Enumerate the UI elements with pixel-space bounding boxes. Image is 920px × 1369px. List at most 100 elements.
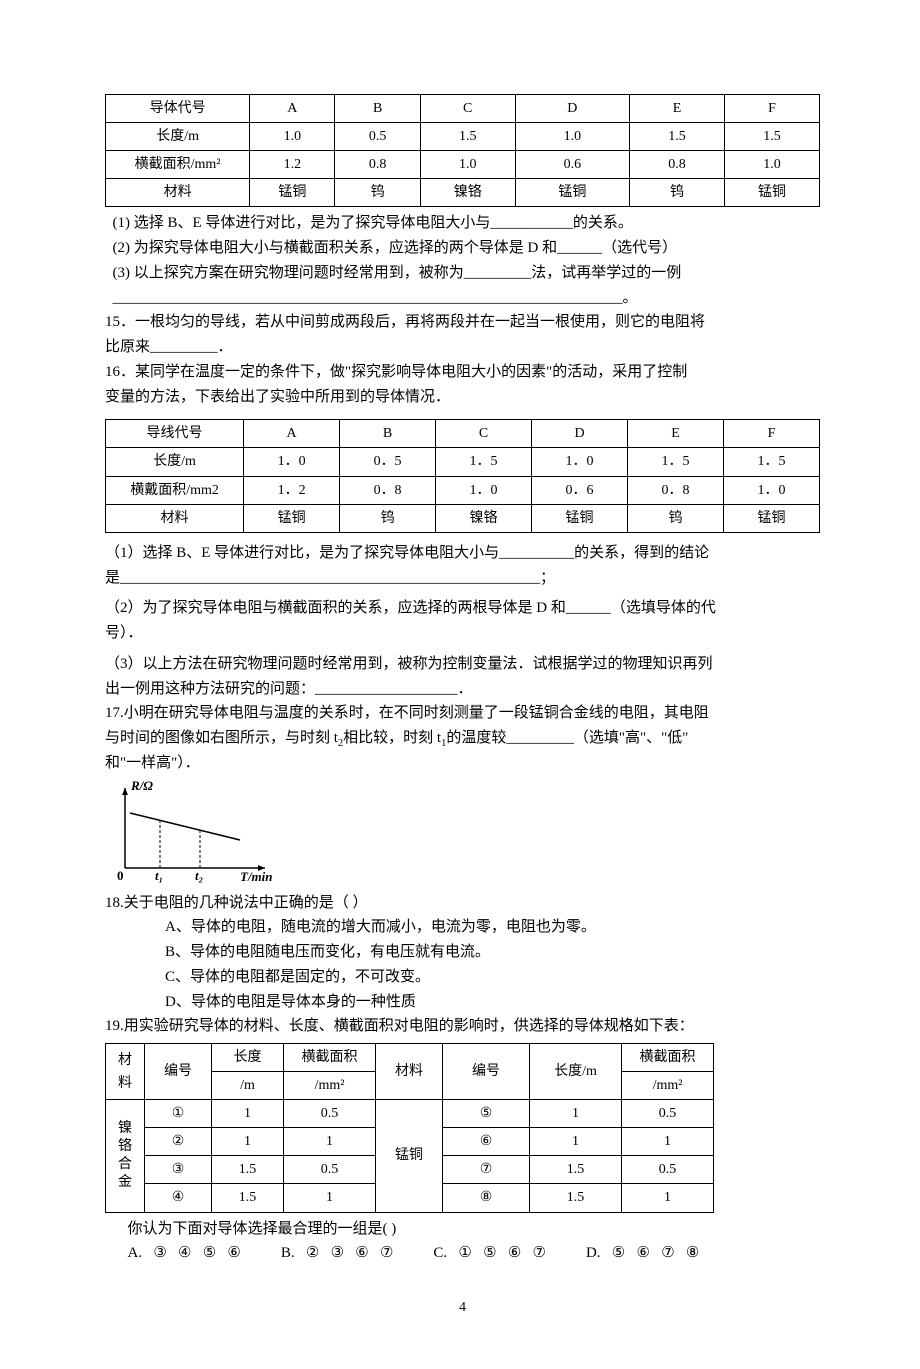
page-number: 4 xyxy=(105,1296,820,1319)
cell: 1.0 xyxy=(420,151,515,179)
q16-label: 16． xyxy=(105,364,135,380)
rt-chart: R/Ω T/min 0 t₁ t₂ xyxy=(105,778,285,883)
th: D xyxy=(515,95,629,123)
th: F xyxy=(723,420,819,448)
cell: 1 xyxy=(284,1128,376,1156)
th: /m xyxy=(212,1072,284,1100)
th: /mm² xyxy=(622,1072,714,1100)
q19-choices: A. ③ ④ ⑤ ⑥ B. ② ③ ⑥ ⑦ C. ① ⑤ ⑥ ⑦ D. ⑤ ⑥ … xyxy=(105,1241,820,1266)
cell: 1.5 xyxy=(530,1184,622,1212)
th: 长度/m xyxy=(530,1044,622,1100)
cell: 0．6 xyxy=(532,476,628,504)
th: 编号 xyxy=(145,1044,212,1100)
cell: 1.2 xyxy=(250,151,335,179)
cell: 1.5 xyxy=(630,123,725,151)
svg-text:t₁: t₁ xyxy=(155,868,163,883)
cell: ⑥ xyxy=(443,1128,530,1156)
q18-b: B、导体的电阻随电压而变化，有电压就有电流。 xyxy=(105,940,820,965)
cell: 0.6 xyxy=(515,151,629,179)
q19: 19.用实验研究导体的材料、长度、横截面积对电阻的影响时，供选择的导体规格如下表… xyxy=(105,1014,820,1039)
cell: 1．5 xyxy=(723,448,819,476)
q19-c: C. ① ⑤ ⑥ ⑦ xyxy=(433,1241,546,1266)
cell: 0．5 xyxy=(340,448,436,476)
svg-text:T/min: T/min xyxy=(240,869,273,883)
cell: ② xyxy=(145,1128,212,1156)
q16-intro-a: 某同学在温度一定的条件下，做"探究影响导体电阻大小的因素"的活动，采用了控制 xyxy=(135,364,687,380)
th: 导体代号 xyxy=(106,95,250,123)
cell: 1．0 xyxy=(436,476,532,504)
q18-c: C、导体的电阻都是固定的，不可改变。 xyxy=(105,965,820,990)
cell: 0.5 xyxy=(284,1156,376,1184)
cell: 1 xyxy=(622,1184,714,1212)
cell: 1.5 xyxy=(530,1156,622,1184)
cell: 材料 xyxy=(106,504,244,532)
cell: 1．5 xyxy=(436,448,532,476)
th: B xyxy=(335,95,420,123)
mat-r: 锰铜 xyxy=(376,1100,443,1212)
q16-1a: （1）选择 B、E 导体进行对比，是为了探究导体电阻大小与__________的… xyxy=(105,541,820,566)
cell: 0.8 xyxy=(335,151,420,179)
cell: 1.5 xyxy=(420,123,515,151)
cell: ⑧ xyxy=(443,1184,530,1212)
cell: 锰铜 xyxy=(244,504,340,532)
cell: 0.5 xyxy=(622,1156,714,1184)
q16-intro-b: 变量的方法，下表给出了实验中所用到的导体情况． xyxy=(105,385,820,410)
q19-d: D. ⑤ ⑥ ⑦ ⑧ xyxy=(586,1241,699,1266)
cell: 镍铬 xyxy=(436,504,532,532)
cell: 锰铜 xyxy=(532,504,628,532)
q14-3a: (3) 以上探究方案在研究物理问题时经常用到，被称为_________法，试再举… xyxy=(105,261,820,286)
cell: 钨 xyxy=(335,179,420,207)
q16-2b: 号）． xyxy=(105,621,820,646)
cell: ③ xyxy=(145,1156,212,1184)
q16-3b: 出一例用这种方法研究的问题：___________________． xyxy=(105,677,820,702)
th: E xyxy=(627,420,723,448)
cell: 钨 xyxy=(630,179,725,207)
cell: 1.5 xyxy=(212,1184,284,1212)
cell: 镍铬 xyxy=(420,179,515,207)
q17-a: 小明在研究导体电阻与温度的关系时，在不同时刻测量了一段锰铜合金线的电阻，其电阻 xyxy=(124,705,709,721)
th: 材料 xyxy=(376,1044,443,1100)
q18-a: A、导体的电阻，随电流的增大而减小，电流为零，电阻也为零。 xyxy=(105,915,820,940)
th: A xyxy=(244,420,340,448)
th: 导线代号 xyxy=(106,420,244,448)
cell: 0.5 xyxy=(284,1100,376,1128)
cell: 钨 xyxy=(340,504,436,532)
cell: 1 xyxy=(212,1128,284,1156)
cell: 0.8 xyxy=(630,151,725,179)
q17-line2: 与时间的图像如右图所示，与时刻 t2相比较，时刻 t1的温度较_________… xyxy=(105,726,820,751)
th: C xyxy=(436,420,532,448)
q15: 15．一根均匀的导线，若从中间剪成两段后，再将两段并在一起当一根使用，则它的电阻… xyxy=(105,310,820,335)
table-q19: 材料 编号 长度 横截面积 材料 编号 长度/m 横截面积 /m /mm² /m… xyxy=(105,1043,714,1213)
cell: 锰铜 xyxy=(723,504,819,532)
cell: 钨 xyxy=(627,504,723,532)
cell: ① xyxy=(145,1100,212,1128)
cell: 1.5 xyxy=(212,1156,284,1184)
svg-text:t₂: t₂ xyxy=(195,868,203,883)
q14-2: (2) 为探究导体电阻大小与横截面积关系，应选择的两个导体是 D 和______… xyxy=(105,236,820,261)
q17-c: 和"一样高"）． xyxy=(105,751,820,776)
q17: 17.小明在研究导体电阻与温度的关系时，在不同时刻测量了一段锰铜合金线的电阻，其… xyxy=(105,701,820,726)
cell: 0.5 xyxy=(622,1100,714,1128)
cell: ⑤ xyxy=(443,1100,530,1128)
q16: 16．某同学在温度一定的条件下，做"探究影响导体电阻大小的因素"的活动，采用了控… xyxy=(105,360,820,385)
cell: ④ xyxy=(145,1184,212,1212)
cell: ⑦ xyxy=(443,1156,530,1184)
cell: 0．8 xyxy=(627,476,723,504)
q18-stem: 关于电阻的几种说法中正确的是（ ） xyxy=(124,895,368,911)
q15-label: 15． xyxy=(105,314,135,330)
cell: 1.0 xyxy=(250,123,335,151)
th: B xyxy=(340,420,436,448)
cell: 材料 xyxy=(106,179,250,207)
cell: 横截面积/mm² xyxy=(106,151,250,179)
cell: 1 xyxy=(530,1128,622,1156)
th: 长度 xyxy=(212,1044,284,1072)
svg-text:R/Ω: R/Ω xyxy=(130,778,153,793)
q18: 18.关于电阻的几种说法中正确的是（ ） xyxy=(105,891,820,916)
cell: 1.5 xyxy=(724,123,819,151)
q19-choice-intro: 你认为下面对导体选择最合理的一组是( ) xyxy=(105,1217,820,1242)
svg-text:0: 0 xyxy=(117,868,124,883)
cell: 1 xyxy=(212,1100,284,1128)
cell: 1．5 xyxy=(627,448,723,476)
q17-label: 17. xyxy=(105,705,124,721)
cell: 1.0 xyxy=(515,123,629,151)
